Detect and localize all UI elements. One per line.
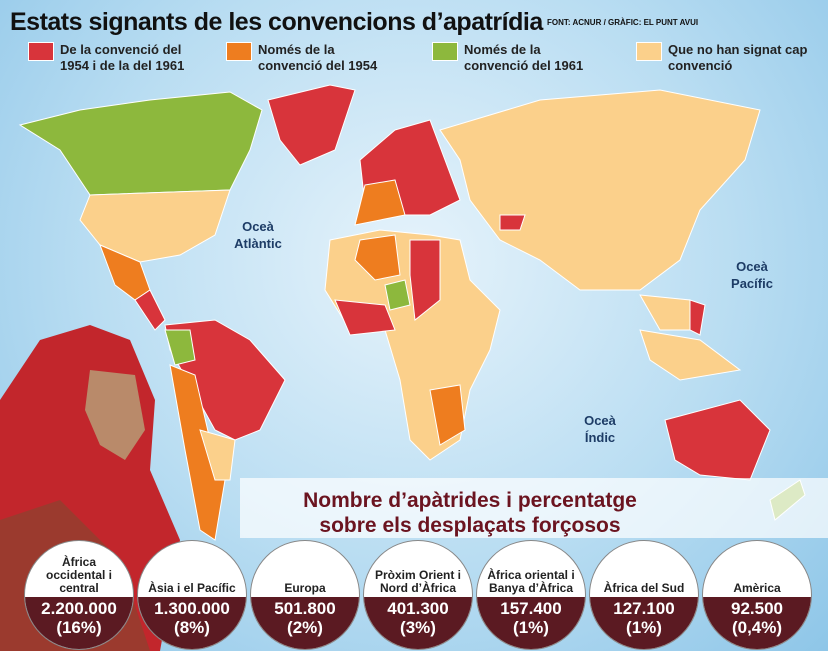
legend-item: Només de la convenció del 1954 bbox=[226, 42, 398, 74]
legend-item: Que no han signat cap convenció bbox=[636, 42, 808, 74]
region-share: (8%) bbox=[174, 618, 210, 637]
region-share: (3%) bbox=[400, 618, 436, 637]
legend-swatch bbox=[636, 42, 662, 61]
region-share: (1%) bbox=[626, 618, 662, 637]
region-figures: 2.200.000 (16%) bbox=[25, 597, 133, 649]
region-count: 501.800 bbox=[274, 599, 336, 618]
region-count: 157.400 bbox=[500, 599, 562, 618]
region-count: 92.500 bbox=[731, 599, 783, 618]
legend-swatch bbox=[28, 42, 54, 61]
region-figures: 157.400 (1%) bbox=[477, 597, 585, 649]
region-circle: Àfrica occidental i central 2.200.000 (16%… bbox=[24, 540, 134, 650]
region-share: (1%) bbox=[513, 618, 549, 637]
ocean-label: Oceà Índic bbox=[584, 413, 616, 445]
region-count: 2.200.000 bbox=[41, 599, 117, 618]
ocean-label: Oceà Pacífic bbox=[731, 259, 773, 291]
legend-swatch bbox=[226, 42, 252, 61]
region-name: Europa bbox=[284, 581, 326, 595]
source: FONT: ACNUR / GRÀFIC: EL PUNT AVUI bbox=[547, 18, 699, 27]
region-share: (2%) bbox=[287, 618, 323, 637]
region-share: (16%) bbox=[56, 618, 102, 637]
world-map bbox=[18, 84, 806, 541]
panel-background bbox=[240, 478, 828, 538]
region-figures: 501.800 (2%) bbox=[251, 597, 359, 649]
title: Estats signants de les convencions d’apa… bbox=[10, 8, 543, 36]
region-name: Pròxim Orient i Nord d’Àfrica bbox=[374, 568, 462, 595]
region-count: 401.300 bbox=[387, 599, 449, 618]
panel-title: Nombre d’apàtrides i percentatge sobre e… bbox=[303, 489, 637, 537]
region-figures: 1.300.000 (8%) bbox=[138, 597, 246, 649]
region-circle: Àsia i el Pacífic 1.300.000 (8%) bbox=[137, 540, 247, 650]
region-figures: 92.500 (0,4%) bbox=[703, 597, 811, 649]
region-name: Àfrica occidental i central bbox=[45, 555, 113, 595]
legend-label: Només de la convenció del 1961 bbox=[464, 42, 584, 73]
region-name: Àfrica oriental i Banya d’Àfrica bbox=[487, 568, 575, 595]
region-circle: Àfrica oriental i Banya d’Àfrica 157.400(… bbox=[476, 540, 586, 650]
region-circle: Àfrica del Sud 127.100 (1%) bbox=[589, 540, 699, 650]
region-name: Àfrica del Sud bbox=[603, 581, 685, 595]
legend-label: Només de la convenció del 1954 bbox=[258, 42, 378, 73]
region-count: 127.100 bbox=[613, 599, 675, 618]
region-figures: 127.100 (1%) bbox=[590, 597, 698, 649]
region-name: Amèrica bbox=[733, 581, 781, 595]
legend-item: Només de la convenció del 1961 bbox=[432, 42, 604, 74]
region-count: 1.300.000 bbox=[154, 599, 230, 618]
legend-swatch bbox=[432, 42, 458, 61]
ocean-label: Oceà Atlàntic bbox=[234, 219, 282, 251]
legend-item: De la convenció del 1954 i de la del 196… bbox=[28, 42, 200, 74]
region-share: (0,4%) bbox=[731, 618, 783, 637]
region-circle: Pròxim Orient i Nord d’Àfrica 401.300 (3%) bbox=[363, 540, 473, 650]
region-figures: 401.300 (3%) bbox=[364, 597, 472, 649]
legend-label: Que no han signat cap convenció bbox=[668, 42, 808, 73]
region-circle: Amèrica 92.500 (0,4%) bbox=[702, 540, 812, 650]
legend-label: De la convenció del 1954 i de la del 196… bbox=[60, 42, 185, 73]
region-circle: Europa 501.800 (2%) bbox=[250, 540, 360, 650]
region-name: Àsia i el Pacífic bbox=[148, 581, 236, 595]
